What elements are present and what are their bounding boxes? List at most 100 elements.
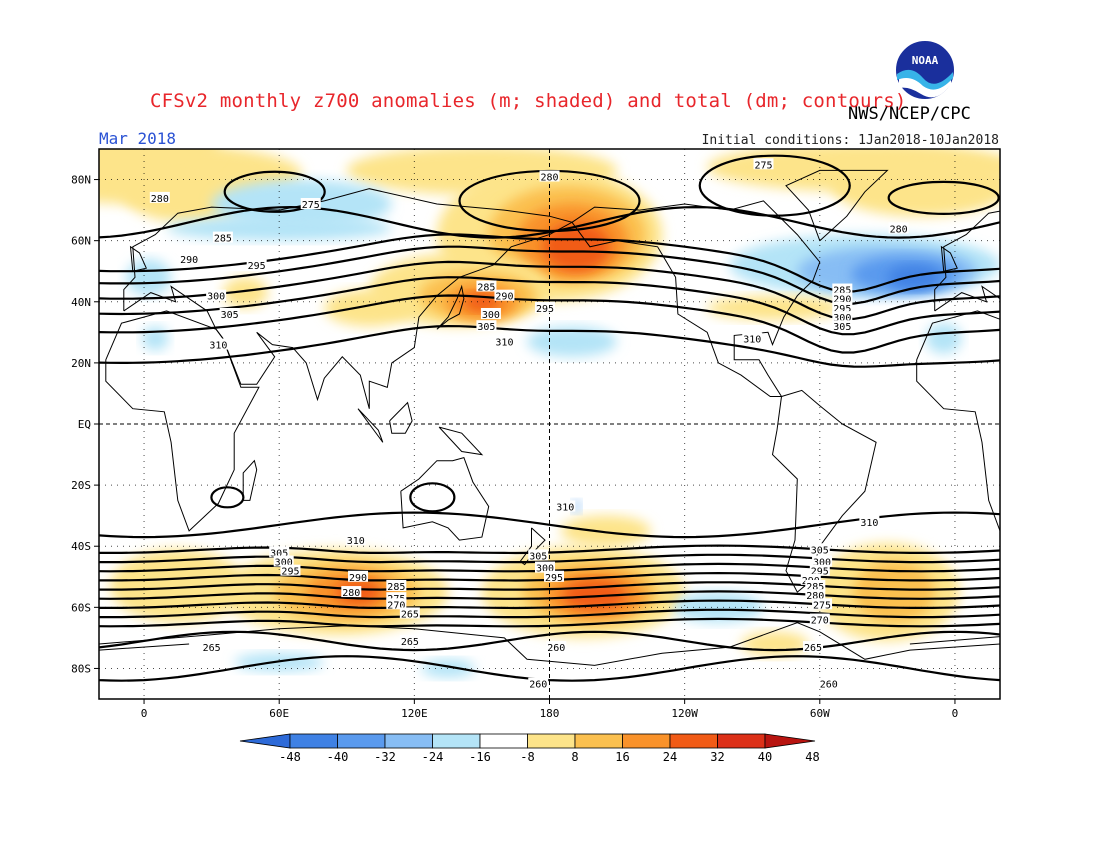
contour-label: 295 [248,261,266,272]
contour-label: 260 [529,680,547,691]
anomaly-blob [126,259,172,296]
contour-label-bg [805,579,826,591]
contour-label-bg [809,564,830,576]
anomaly-blob [324,289,415,327]
eurasia-outline [123,188,574,409]
contour-label-bg [476,320,497,332]
contour-label: 290 [180,255,198,266]
contour-260 [99,655,1000,682]
contour-280-closed [887,180,1000,215]
colorbar-label: 40 [758,750,772,764]
contour-label: 270 [811,616,829,627]
noaa-logo: NOAA [894,39,956,101]
colorbar-swatch [574,733,623,749]
contour-label: 295 [281,567,299,578]
contour-label: 285 [806,582,824,593]
madagascar-outline [242,459,258,501]
borneo-outline [389,401,413,434]
contour-label-bg [832,311,853,323]
contour-label: 305 [833,322,851,333]
contour-275-closed [223,170,326,213]
contour-closed-australia [409,482,456,513]
contour-label: 300 [813,558,831,569]
contour-label: 260 [547,643,565,654]
contour-label-bg [803,641,824,653]
contour-label-bg [212,231,233,243]
contour-label-bg [555,500,576,512]
contour-label: 295 [536,304,554,315]
colorbar-swatch [384,733,433,749]
colorbar-label: 32 [710,750,724,764]
contour-label-bg [805,589,826,601]
contour-label: 285 [214,234,232,245]
contour-label-bg [386,579,407,591]
lat-tick-label: 40S [71,540,91,553]
contour-label: 265 [804,643,822,654]
contour-285 [99,581,1000,591]
lon-tick-label: 60E [269,707,289,720]
contour-label-bg [546,641,567,653]
contour-label: 305 [477,322,495,333]
australia-outline [400,456,490,541]
colorbar-label: 48 [805,750,819,764]
agency-label: NWS/NCEP/CPC [848,104,971,124]
contour-label: 310 [209,341,227,352]
uk-outline [940,245,958,272]
anomaly-blob [542,222,611,272]
contour-label-bg [219,308,240,319]
north-america-outline [571,200,821,397]
contour-310 [99,511,1000,539]
contour-label-bg [280,564,301,576]
contour-label-bg [832,320,853,332]
contour-label-bg [742,332,763,344]
contour-label: 300 [275,558,293,569]
lat-tick-label: 80S [71,662,91,675]
anomaly-blob [222,277,268,308]
uk-outline [129,245,148,272]
contour-290 [99,245,1000,305]
contour-label-bg [809,613,830,625]
contour-label-bg [273,555,294,567]
contour-label: 285 [477,283,495,294]
contour-label-bg [179,253,200,264]
contour-closed-africa [210,486,245,509]
lat-tick-label: 80N [71,174,91,187]
lat-tick-label: 20S [71,479,91,492]
contour-label-bg [528,549,549,561]
contour-label-bg [800,573,821,585]
colorbar-left-arrow [239,733,291,749]
lat-tick-label: 40N [71,296,91,309]
contour-label: 290 [349,573,367,584]
contour-label: 300 [482,310,500,321]
colorbar-label: 24 [663,750,677,764]
colorbar-label: 8 [571,750,578,764]
japan-outline [436,284,465,330]
colorbar-label: -48 [279,750,301,764]
contour-label-bg [494,335,515,347]
contour-label: 310 [860,518,878,529]
contour-label: 310 [495,338,513,349]
anomaly-blob [99,149,219,174]
colorbar-swatch [669,733,718,749]
contour-label-bg [544,570,565,582]
initial-conditions: Initial conditions: 1Jan2018-10Jan2018 [701,133,999,148]
contour-label: 280 [806,591,824,602]
noaa-logo-text: NOAA [912,54,939,67]
contour-label: 310 [556,503,574,514]
contour-label: 275 [754,160,772,171]
contour-label: 300 [536,564,554,575]
contour-label: 305 [529,551,547,562]
contour-265 [99,630,1000,652]
contour-label-bg [386,598,407,610]
contour-265 [99,617,1000,628]
lon-tick-label: 120W [671,707,698,720]
chart-title: CFSv2 monthly z700 anomalies (m; shaded)… [150,90,907,112]
contour-285 [99,233,1000,293]
contour-305 [99,294,1000,354]
contour-label-bg [300,198,321,209]
contour-label-bg [539,170,560,182]
africa-outline [105,310,260,532]
colorbar-label: -40 [327,750,349,764]
colorbar-swatch [622,733,671,749]
